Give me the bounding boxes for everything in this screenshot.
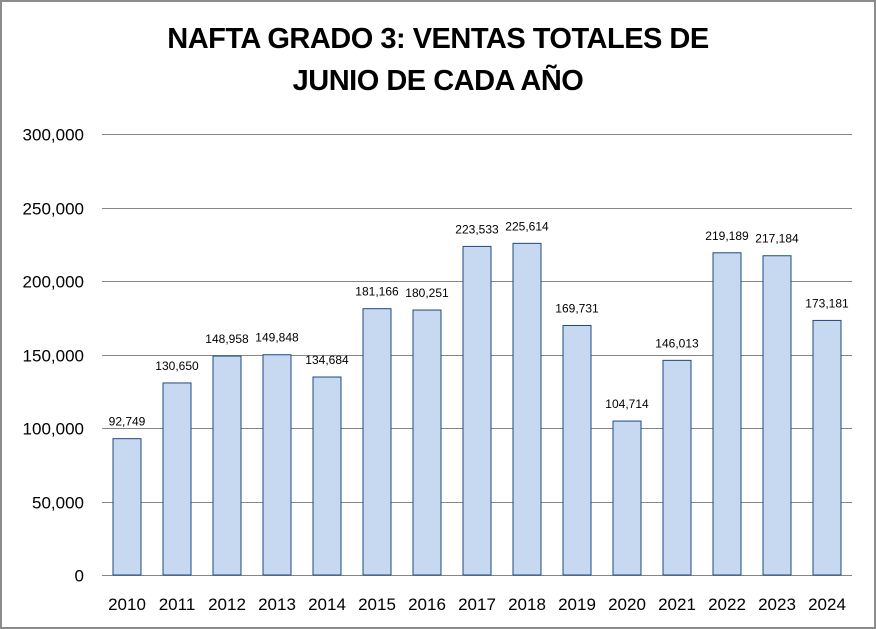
data-label-2022: 219,189 <box>705 229 749 243</box>
data-label-2021: 146,013 <box>655 336 699 350</box>
x-tick-label: 2010 <box>108 595 146 614</box>
chart-title-line-1: NAFTA GRADO 3: VENTAS TOTALES DE <box>167 23 709 55</box>
chart-title-line-2: JUNIO DE CADA AÑO <box>292 65 584 97</box>
x-tick-label: 2024 <box>808 595 846 614</box>
data-label-2018: 225,614 <box>505 219 549 233</box>
y-tick-label: 300,000 <box>23 126 84 145</box>
bar-2010 <box>112 438 142 576</box>
data-label-2016: 180,251 <box>405 286 449 300</box>
data-label-2010: 92,749 <box>109 415 146 429</box>
data-label-2013: 149,848 <box>255 331 299 345</box>
x-tick-label: 2020 <box>608 595 646 614</box>
x-tick-label: 2012 <box>208 595 246 614</box>
data-label-2020: 104,714 <box>605 397 649 411</box>
y-axis-labels: 0 50,000 100,000 150,000 200,000 250,000 300,0… <box>23 126 84 586</box>
y-tick-label: 50,000 <box>32 494 84 513</box>
bar-2012 <box>212 355 242 576</box>
x-tick-label: 2016 <box>408 595 446 614</box>
bar-2020 <box>612 420 642 576</box>
bar-2021 <box>662 359 692 576</box>
bars <box>112 242 842 576</box>
x-tick-label: 2022 <box>708 595 746 614</box>
bar-2011 <box>162 382 192 576</box>
chart-title: NAFTA GRADO 3: VENTAS TOTALES DE JUNIO D… <box>0 18 876 102</box>
bar-2016 <box>412 309 442 576</box>
x-tick-label: 2015 <box>358 595 396 614</box>
data-label-2017: 223,533 <box>455 222 499 236</box>
data-label-2011: 130,650 <box>155 359 199 373</box>
x-tick-label: 2014 <box>308 595 346 614</box>
x-tick-label: 2023 <box>758 595 796 614</box>
bar-2013 <box>262 354 292 576</box>
bar-2019 <box>562 324 592 576</box>
x-tick-label: 2013 <box>258 595 296 614</box>
data-label-2023: 217,184 <box>755 232 799 246</box>
bar-2023 <box>762 255 792 576</box>
x-axis-labels: 2010 2011 2012 2013 2014 2015 2016 2017 2018 2019… <box>108 595 846 614</box>
y-tick-label: 150,000 <box>23 347 84 366</box>
x-tick-label: 2018 <box>508 595 546 614</box>
y-tick-label: 200,000 <box>23 273 84 292</box>
y-tick-label: 100,000 <box>23 420 84 439</box>
bar-2024 <box>812 319 842 576</box>
x-tick-label: 2011 <box>159 595 196 614</box>
bar-2014 <box>312 376 342 576</box>
data-label-2012: 148,958 <box>205 332 249 346</box>
bar-2015 <box>362 308 392 576</box>
bar-2022 <box>712 252 742 576</box>
y-tick-label: 0 <box>75 567 84 586</box>
bar-2018 <box>512 242 542 576</box>
x-tick-label: 2017 <box>458 595 496 614</box>
data-labels: 92,749 130,650 148,958 149,848 134,684 181,16… <box>109 219 849 428</box>
y-tick-label: 250,000 <box>23 200 84 219</box>
bar-2017 <box>462 245 492 576</box>
x-tick-label: 2021 <box>658 595 696 614</box>
data-label-2024: 173,181 <box>805 296 849 310</box>
data-label-2014: 134,684 <box>305 353 349 367</box>
data-label-2019: 169,731 <box>555 301 599 315</box>
data-label-2015: 181,166 <box>355 285 399 299</box>
x-tick-label: 2019 <box>558 595 596 614</box>
